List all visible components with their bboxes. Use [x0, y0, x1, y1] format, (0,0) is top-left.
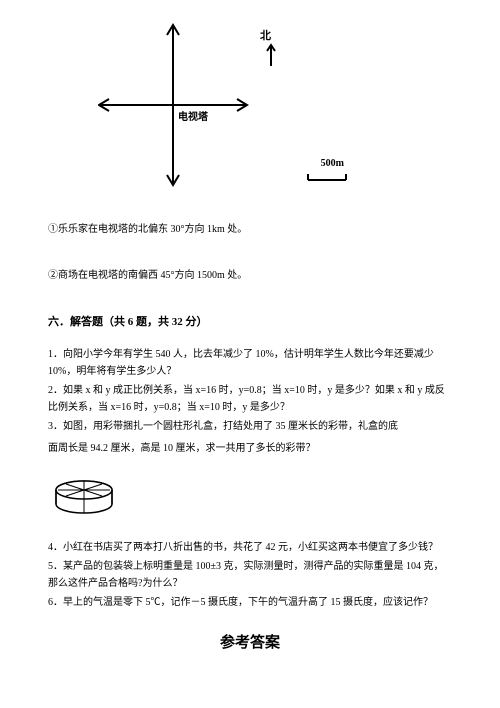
question-2: 2．如果 x 和 y 成正比例关系，当 x=16 时，y=0.8；当 x=10 … — [48, 382, 452, 416]
scale-label: 500m — [321, 156, 344, 172]
north-arrow-icon — [265, 42, 277, 68]
compass-cross-icon — [98, 20, 258, 190]
question-6: 6．早上的气温是零下 5℃，记作－5 摄氏度，下午的气温升高了 15 摄氏度，应… — [48, 594, 452, 611]
question-4: 4．小红在书店买了两本打八折出售的书，共花了 42 元，小红买这两本书便宜了多少… — [48, 539, 452, 556]
statement-2: ②商场在电视塔的南偏西 45°方向 1500m 处。 — [48, 268, 452, 284]
compass-diagram: 北 电视塔 500m — [88, 20, 388, 200]
section-6-header: 六．解答题（共 6 题，共 32 分） — [48, 314, 452, 332]
tower-label: 电视塔 — [178, 110, 208, 126]
question-3a: 3．如图，用彩带捆扎一个圆柱形礼盒，打结处用了 35 厘米长的彩带，礼盒的底 — [48, 418, 452, 435]
scale-bar-icon — [306, 172, 348, 182]
cylinder-icon — [50, 479, 120, 515]
question-1: 1．向阳小学今年有学生 540 人，比去年减少了 10%，估计明年学生人数比今年… — [48, 346, 452, 380]
statement-1: ①乐乐家在电视塔的北偏东 30°方向 1km 处。 — [48, 222, 452, 238]
question-3b: 面周长是 94.2 厘米，高是 10 厘米，求一共用了多长的彩带？ — [48, 441, 452, 457]
question-5: 5．某产品的包装袋上标明重量是 100±3 克，实际测量时，测得产品的实际重量是… — [48, 558, 452, 592]
answer-key-heading: 参考答案 — [48, 631, 452, 655]
